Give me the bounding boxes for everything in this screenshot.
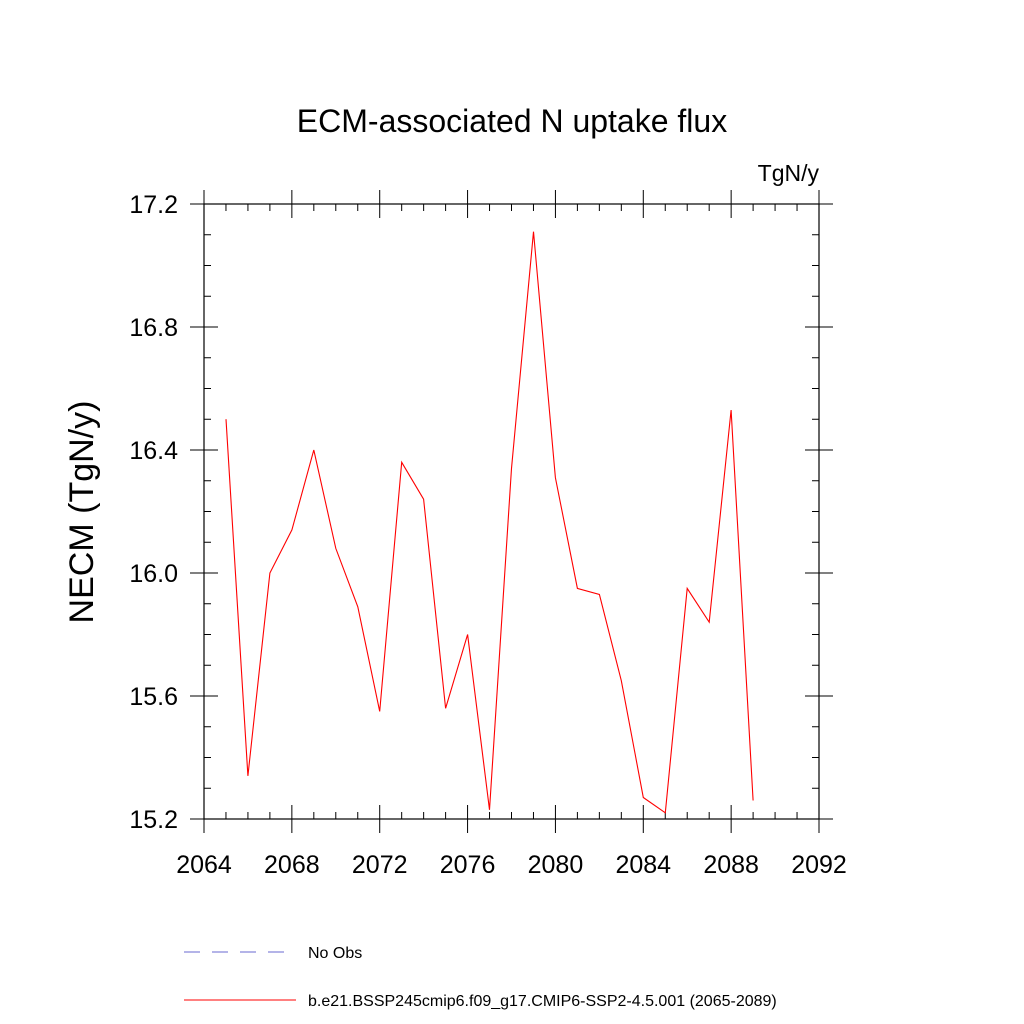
y-tick-label: 16.8 [129, 314, 178, 342]
y-tick-label: 16.4 [129, 437, 178, 465]
y-axis-title: NECM (TgN/y) [63, 401, 101, 624]
x-tick-label: 2068 [264, 851, 320, 879]
y-tick-label: 16.0 [129, 560, 178, 588]
x-tick-label: 2076 [440, 851, 496, 879]
plot-frame [203, 203, 820, 820]
legend-label: b.e21.BSSP245cmip6.f09_g17.CMIP6-SSP2-4.… [308, 993, 777, 1010]
y-tick-label: 15.6 [129, 683, 178, 711]
legend: No Obs b.e21.BSSP245cmip6.f09_g17.CMIP6-S… [184, 945, 777, 1010]
x-tick-label: 2080 [528, 851, 584, 879]
chart-title: ECM-associated N uptake flux [297, 103, 727, 139]
y-tick-label: 15.2 [129, 806, 178, 834]
x-tick-label: 2064 [176, 851, 232, 879]
units-label: TgN/y [758, 160, 820, 186]
legend-label: No Obs [308, 945, 362, 962]
x-tick-label: 2092 [791, 851, 847, 879]
x-tick-label: 2088 [703, 851, 759, 879]
series-line [225, 231, 754, 814]
y-tick-label: 17.2 [129, 191, 178, 219]
x-tick-label: 2072 [352, 851, 408, 879]
plot-area [225, 231, 754, 814]
axes: 2064 2068 2072 2076 2080 2084 2088 2092 15.2 15.6… [129, 190, 847, 879]
x-tick-label: 2084 [615, 851, 671, 879]
